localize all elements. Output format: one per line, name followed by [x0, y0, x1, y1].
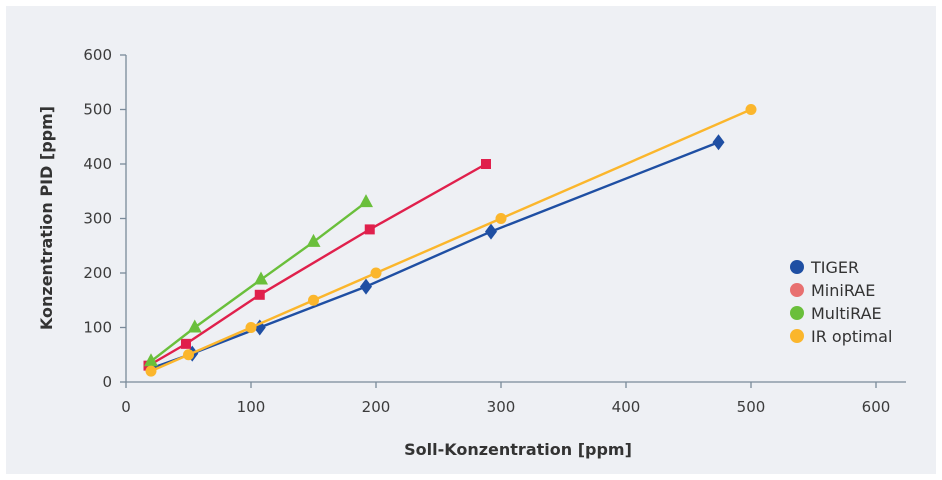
data-point — [495, 213, 507, 224]
data-point — [183, 349, 194, 361]
data-point — [485, 223, 497, 240]
data-point — [745, 104, 757, 115]
series-line — [147, 162, 487, 367]
legend-label: MultiRAE — [811, 304, 882, 323]
data-point — [712, 134, 725, 151]
y-tick-label: 100 — [83, 319, 112, 337]
data-point — [359, 194, 373, 208]
y-axis-title: Konzentration PID [ppm] — [37, 106, 56, 330]
data-point — [145, 365, 157, 377]
y-tick-label: 400 — [83, 155, 112, 173]
data-point — [308, 294, 319, 306]
legend: TIGER MiniRAE MultiRAE IR optimal — [790, 258, 892, 346]
legend-label: TIGER — [810, 258, 859, 277]
legend-item: TIGER — [790, 258, 859, 277]
legend-label: MiniRAE — [811, 281, 875, 300]
x-tick-label: 600 — [862, 398, 891, 416]
x-tick-label: 100 — [237, 398, 266, 416]
series-multirae — [144, 194, 373, 367]
x-tick-label: 0 — [121, 398, 131, 416]
x-axis-title: Soll-Konzentration [ppm] — [404, 440, 632, 459]
legend-item: IR optimal — [790, 327, 892, 346]
data-point — [370, 267, 382, 279]
series-minirae — [143, 159, 491, 371]
data-point — [187, 319, 202, 333]
data-point — [364, 224, 375, 235]
x-tick-label: 300 — [487, 398, 516, 416]
series-line — [150, 108, 752, 373]
legend-swatch — [790, 260, 804, 274]
data-point — [181, 338, 191, 349]
data-point — [254, 271, 268, 285]
data-point — [481, 159, 491, 169]
legend-item: MiniRAE — [790, 281, 875, 300]
data-point — [254, 289, 265, 300]
x-tick-label: 200 — [362, 398, 391, 416]
legend-item: MultiRAE — [790, 304, 882, 323]
x-tick-label: 400 — [612, 398, 641, 416]
y-tick-label: 0 — [102, 373, 112, 391]
y-tick-label: 200 — [83, 264, 112, 282]
legend-swatch — [790, 329, 804, 343]
legend-label: IR optimal — [811, 327, 892, 346]
legend-swatch — [790, 283, 804, 297]
axes: 0 100 200 300 400 500 600 0 100 200 300 400 500 600 — [83, 46, 906, 416]
data-point — [306, 233, 321, 247]
y-tick-label: 300 — [83, 210, 112, 228]
series-tiger — [145, 134, 725, 377]
y-tick-label: 500 — [83, 101, 112, 119]
legend-swatch — [790, 306, 804, 320]
data-point — [144, 353, 158, 367]
data-point — [245, 322, 257, 333]
y-tick-label: 600 — [83, 46, 112, 64]
data-point — [360, 278, 372, 295]
series-ir-optimal — [145, 104, 757, 377]
series-layer — [143, 104, 757, 377]
x-tick-label: 500 — [737, 398, 766, 416]
